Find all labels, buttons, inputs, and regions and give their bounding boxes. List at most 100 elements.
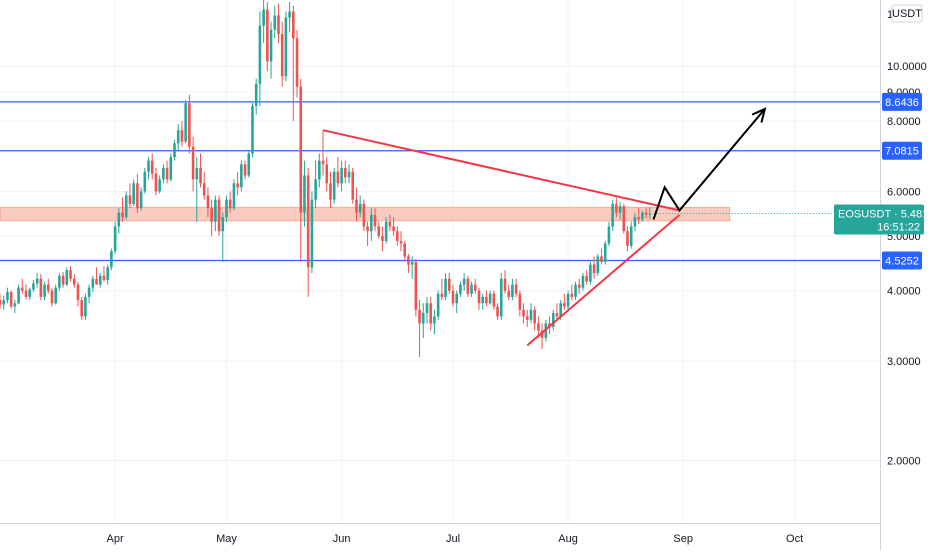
candle-body (440, 293, 444, 297)
candle-body (429, 303, 433, 324)
candle-body (507, 290, 510, 297)
candle-body (310, 199, 314, 268)
candle-body (585, 275, 588, 282)
level-price-label: 8.6436 (885, 97, 919, 109)
level-price-badge (882, 92, 922, 111)
candle-body (603, 243, 607, 262)
candle-body (407, 256, 410, 265)
candle-body (629, 226, 633, 247)
candle-body (173, 143, 176, 158)
level-price-label: 4.5252 (885, 255, 919, 267)
candle-body (529, 309, 533, 320)
candle-body (447, 278, 451, 291)
candle-body (511, 284, 514, 297)
candle-body (117, 212, 121, 227)
candle-body (106, 267, 109, 280)
candle-body (76, 284, 80, 301)
candle-body (477, 290, 481, 304)
candle-body (61, 275, 65, 285)
candle-body (455, 293, 459, 304)
candle-body (158, 179, 161, 192)
candle-body (288, 11, 291, 18)
y-tick-label: 8.0000 (887, 116, 921, 128)
candle-body (232, 183, 236, 209)
grid (0, 0, 880, 523)
candle-body (262, 9, 265, 26)
y-tick-label: 4.0000 (887, 286, 921, 298)
candle-body (633, 217, 637, 227)
candle-body (499, 278, 503, 317)
candle-body (611, 203, 614, 227)
candle-body (195, 167, 199, 180)
candle-body (418, 309, 421, 324)
candle-body (306, 175, 310, 268)
horizontal-levels (0, 101, 880, 262)
candle-body (102, 275, 106, 280)
projection-line (652, 108, 766, 220)
candle-body (496, 306, 499, 317)
trendlines (322, 129, 681, 347)
candle-body (533, 309, 536, 324)
candle-body (54, 287, 57, 304)
x-tick-label: Aug (558, 533, 578, 545)
candle-body (292, 11, 295, 39)
candle-body (20, 287, 24, 291)
x-tick-label: Jun (333, 533, 351, 545)
candle-body (522, 309, 525, 317)
candle-body (87, 287, 91, 297)
candle-body (176, 130, 180, 144)
candle-body (180, 130, 184, 142)
candle-body (113, 226, 117, 252)
candle-body (462, 278, 466, 285)
candle-body (124, 195, 128, 218)
candle-body (351, 171, 355, 200)
candle-body (17, 287, 20, 304)
candle-body (399, 240, 403, 244)
candle-body (626, 231, 629, 247)
candle-body (410, 261, 414, 265)
candle-body (577, 284, 581, 288)
candle-body (199, 167, 202, 184)
candle-body (473, 284, 477, 291)
candle-body (425, 303, 429, 314)
candle-body (466, 278, 470, 294)
candle-body (622, 206, 626, 232)
candle-body (514, 284, 518, 294)
currency-label: USDT (892, 8, 922, 20)
candle-body (347, 171, 351, 178)
y-tick-label-partial: 1 (887, 9, 893, 21)
level-price-badge (882, 141, 922, 160)
candle-body (273, 15, 277, 30)
candle-body (344, 167, 347, 178)
candle-body (91, 278, 95, 288)
y-tick-label: 6.0000 (887, 186, 921, 198)
candle-body (563, 303, 566, 307)
candle-body (615, 203, 618, 213)
candle-body (295, 38, 299, 87)
candle-body (210, 208, 213, 222)
candle-body (396, 231, 399, 241)
candle-body (228, 199, 232, 209)
candle-body (225, 199, 228, 218)
candle-body (596, 256, 600, 273)
candle-body (537, 323, 540, 331)
candle-body (247, 153, 251, 176)
candle-body (366, 226, 369, 232)
last-price-badge (834, 204, 924, 235)
candle-body (329, 183, 332, 200)
candle-body (525, 316, 529, 320)
candle-body (555, 313, 559, 317)
candle-body (421, 313, 425, 324)
projection-arrowhead (751, 107, 767, 123)
candle-body (403, 243, 407, 257)
candle-body (299, 86, 303, 213)
candle-body (637, 217, 640, 220)
candle-body (39, 278, 43, 297)
countdown-label: 16:51:22 (877, 221, 920, 233)
candle-body (58, 275, 61, 288)
candle-body (35, 278, 39, 284)
candle-body (618, 206, 622, 213)
